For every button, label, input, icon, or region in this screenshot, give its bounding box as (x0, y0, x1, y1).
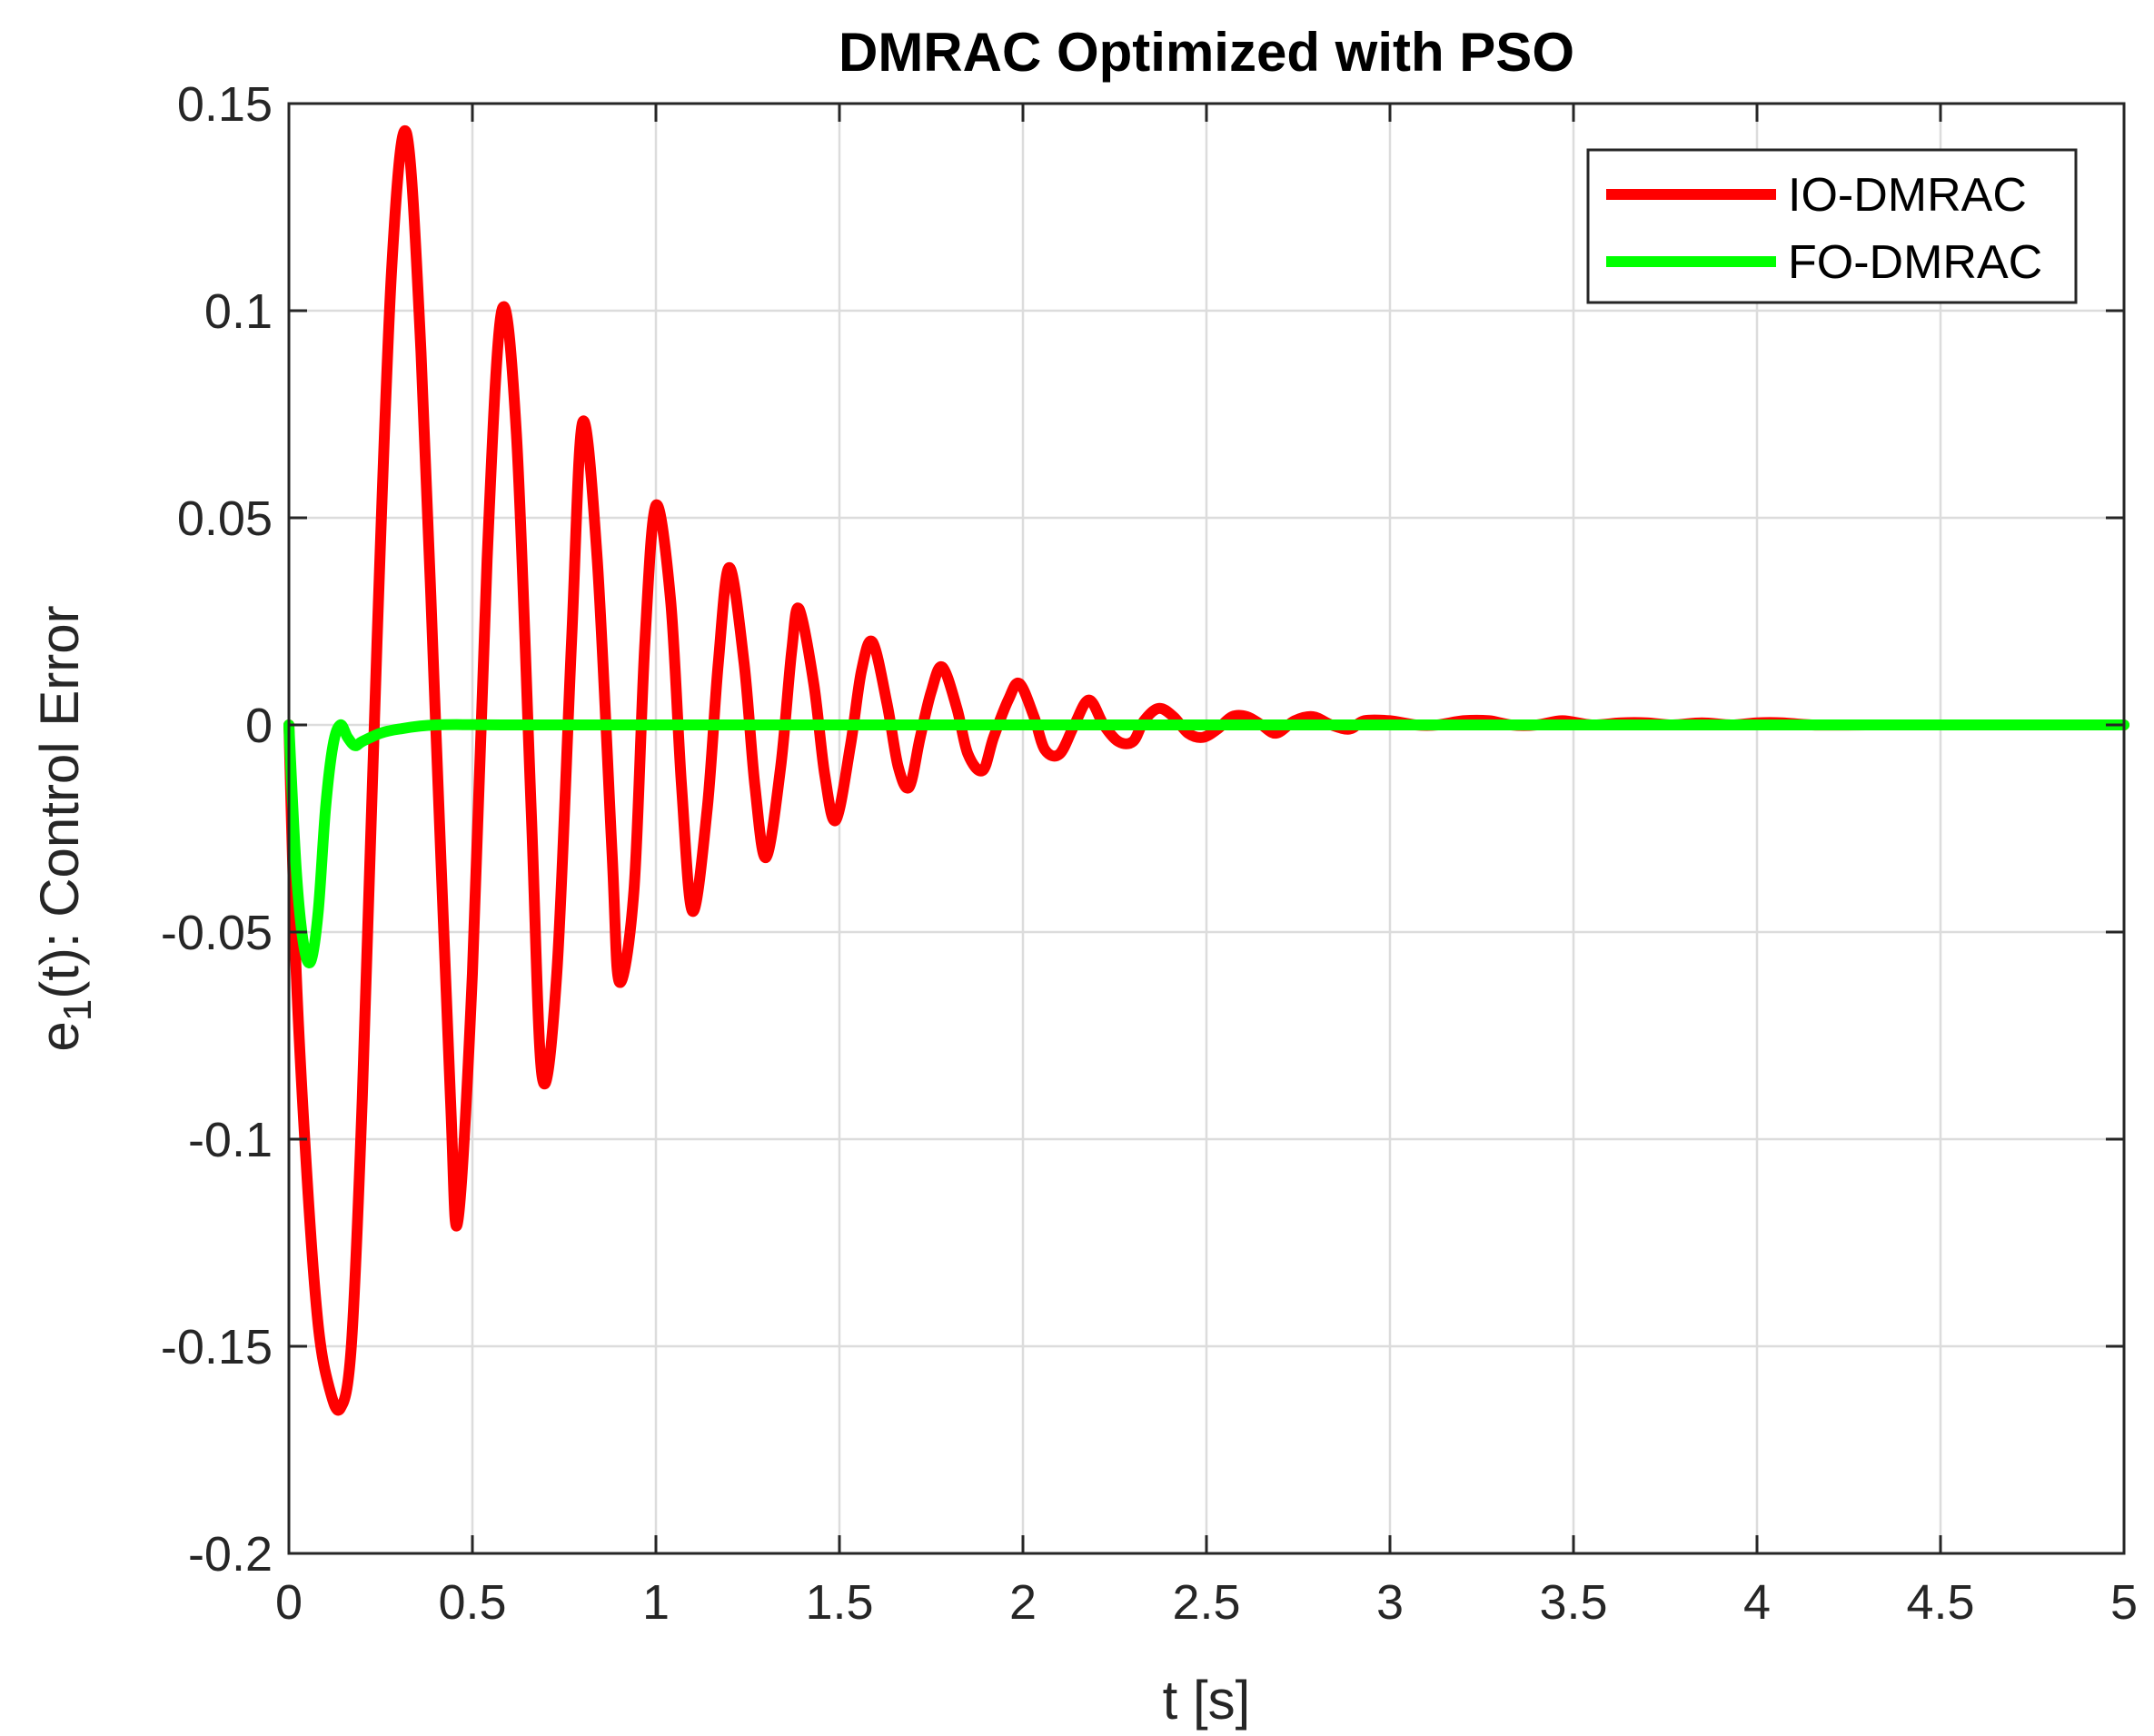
x-tick-label: 3 (1376, 1575, 1404, 1630)
y-tick-label: -0.05 (161, 906, 273, 960)
x-axis-label: t [s] (1163, 1670, 1251, 1731)
legend-label-io-dmrac: IO-DMRAC (1788, 169, 2027, 222)
x-tick-label: 4.5 (1906, 1575, 1974, 1630)
legend-box (1586, 148, 2078, 304)
x-tick-label: 4 (1743, 1575, 1771, 1630)
y-tick-label: 0.15 (177, 77, 273, 132)
x-tick-label: 0 (275, 1575, 303, 1630)
legend-label-fo-dmrac: FO-DMRAC (1788, 236, 2042, 289)
x-ticks: 0 0.5 1 1.5 2 2.5 3 3.5 4 4.5 5 (275, 104, 2138, 1630)
chart-title: DMRAC Optimized with PSO (839, 22, 1574, 83)
y-tick-label: 0 (245, 699, 273, 753)
y-ticks: -0.2 -0.15 -0.1 -0.05 0 0.05 0.1 0.15 (161, 77, 2124, 1582)
x-tick-label: 2 (1009, 1575, 1037, 1630)
x-tick-label: 2.5 (1172, 1575, 1240, 1630)
x-tick-label: 3.5 (1539, 1575, 1607, 1630)
y-tick-label: -0.1 (188, 1113, 273, 1167)
y-axis-label-main: e (29, 1021, 90, 1051)
series-line-fo-dmrac (283, 719, 2129, 968)
series-layer (283, 124, 2129, 1416)
y-axis-label-subscript: 1 (55, 999, 100, 1021)
legend: IO-DMRAC FO-DMRAC (1586, 148, 2078, 304)
y-tick-label: 0.1 (204, 284, 273, 339)
x-gridlines (471, 104, 1942, 1553)
y-axis-label-rest: (t): Control Error (29, 605, 90, 998)
y-axis-label: e1(t): Control Error (29, 605, 100, 1051)
y-tick-label: 0.05 (177, 491, 273, 546)
y-tick-label: -0.2 (188, 1527, 273, 1582)
x-tick-label: 1 (642, 1575, 670, 1630)
x-tick-label: 5 (2110, 1575, 2138, 1630)
y-tick-label: -0.15 (161, 1320, 273, 1374)
x-tick-label: 0.5 (438, 1575, 506, 1630)
x-tick-label: 1.5 (805, 1575, 873, 1630)
